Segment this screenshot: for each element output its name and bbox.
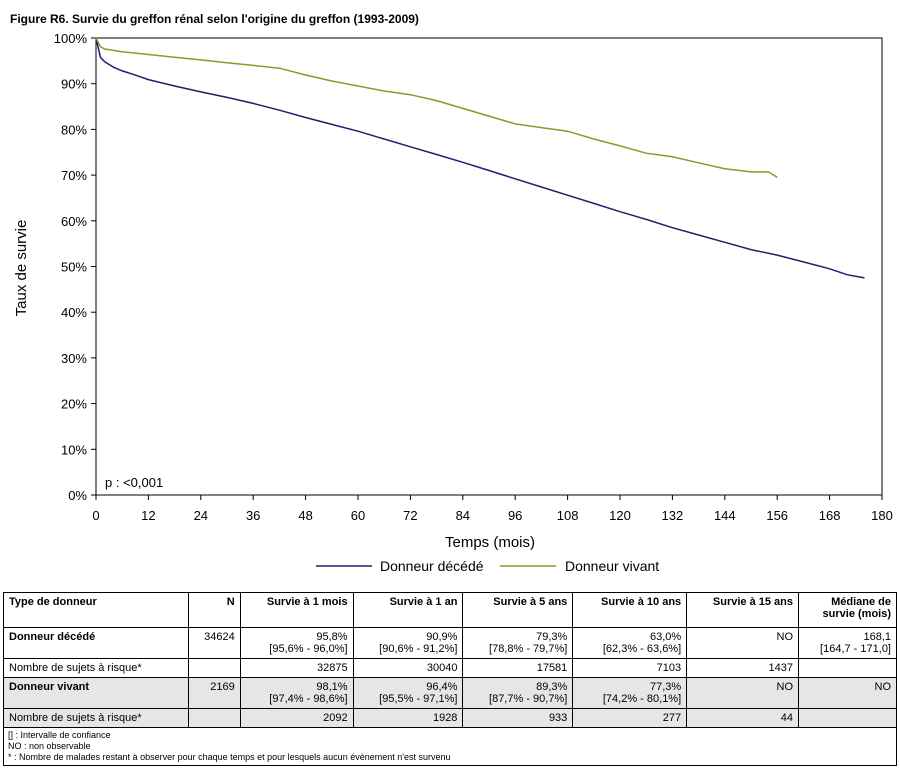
y-axis: 0% 10% 20% 30% 40% 50% 60% 70% 80% 90% 100% xyxy=(54,31,96,503)
survival-chart: 0% 10% 20% 30% 40% 50% 60% 70% 80% 90% 100% 0 12 24 3… xyxy=(13,31,893,574)
x-tick-label: 120 xyxy=(609,508,631,523)
y-tick-label: 20% xyxy=(61,397,87,412)
x-tick-label: 60 xyxy=(351,508,365,523)
cell-median: NO xyxy=(798,677,897,709)
cell-15-years: 1437 xyxy=(686,658,800,678)
cell-n xyxy=(187,708,241,728)
y-axis-label: Taux de survie xyxy=(13,220,30,317)
table-header-row: Type de donneur N Survie à 1 mois Survie… xyxy=(3,592,897,628)
cell-n: 34624 xyxy=(187,627,241,659)
header-type: Type de donneur xyxy=(3,592,189,628)
y-tick-label: 50% xyxy=(61,260,87,275)
header-5-years: Survie à 5 ans xyxy=(462,592,574,628)
cell-median xyxy=(798,658,897,678)
cell-10-years: 277 xyxy=(572,708,688,728)
x-axis-label: Temps (mois) xyxy=(445,534,535,551)
cell-5-years: 79,3% [78,8% - 79,7%] xyxy=(462,627,574,659)
y-tick-label: 10% xyxy=(61,442,87,457)
header-1-month: Survie à 1 mois xyxy=(239,592,354,628)
cell-n xyxy=(187,658,241,678)
x-axis: 0 12 24 36 48 60 72 84 96 108 120 132 144 156 168 180 xyxy=(92,495,893,523)
cell-1-month: 32875 xyxy=(239,658,354,678)
row-type: Nombre de sujets à risque* xyxy=(3,708,189,728)
x-tick-label: 108 xyxy=(557,508,579,523)
cell-10-years: 63,0% [62,3% - 63,6%] xyxy=(572,627,688,659)
x-tick-label: 24 xyxy=(194,508,208,523)
header-10-years: Survie à 10 ans xyxy=(572,592,688,628)
x-tick-label: 156 xyxy=(766,508,788,523)
cell-median xyxy=(798,708,897,728)
legend-label-living: Donneur vivant xyxy=(565,558,659,574)
x-tick-label: 96 xyxy=(508,508,522,523)
series-lines xyxy=(95,37,865,279)
cell-1-year: 90,9% [90,6% - 91,2%] xyxy=(352,627,464,659)
row-type: Donneur décédé xyxy=(3,627,189,659)
footnote: * : Nombre de malades restant à observer… xyxy=(8,752,451,762)
survival-table: Type de donneur N Survie à 1 mois Survie… xyxy=(3,592,897,766)
cell-5-years: 89,3% [87,7% - 90,7%] xyxy=(462,677,574,709)
table-row: Nombre de sujets à risque* 32875 30040 1… xyxy=(3,658,897,678)
header-15-years: Survie à 15 ans xyxy=(686,592,800,628)
x-tick-label: 168 xyxy=(819,508,841,523)
y-tick-label: 80% xyxy=(61,122,87,137)
y-tick-label: 0% xyxy=(68,488,87,503)
cell-1-month: 2092 xyxy=(239,708,354,728)
table-row: Donneur décédé 34624 95,8% [95,6% - 96,0%… xyxy=(3,627,897,659)
table-row: Nombre de sujets à risque* 2092 1928 933… xyxy=(3,708,897,728)
y-tick-label: 90% xyxy=(61,77,87,92)
plot-frame xyxy=(95,37,883,496)
x-tick-label: 12 xyxy=(141,508,155,523)
footnote: [] : Intervalle de confiance xyxy=(8,730,111,740)
series-line-deceased xyxy=(95,37,865,279)
legend: Donneur décédé Donneur vivant xyxy=(316,558,659,574)
cell-15-years: 44 xyxy=(686,708,800,728)
cell-15-years: NO xyxy=(686,677,800,709)
cell-1-year: 1928 xyxy=(352,708,464,728)
footnote: NO : non observable xyxy=(8,741,91,751)
x-tick-label: 48 xyxy=(298,508,312,523)
table-row: Donneur vivant 2169 98,1% [97,4% - 98,6%]… xyxy=(3,677,897,709)
table-footnotes-row: [] : Intervalle de confiance NO : non ob… xyxy=(3,727,897,766)
cell-median: 168,1 [164,7 - 171,0] xyxy=(798,627,897,659)
x-tick-label: 132 xyxy=(662,508,684,523)
x-tick-label: 84 xyxy=(456,508,470,523)
y-tick-label: 60% xyxy=(61,214,87,229)
x-tick-label: 72 xyxy=(403,508,417,523)
cell-5-years: 933 xyxy=(462,708,574,728)
row-type: Nombre de sujets à risque* xyxy=(3,658,189,678)
series-line-living xyxy=(95,37,778,179)
x-tick-label: 180 xyxy=(871,508,893,523)
figure-title: Figure R6. Survie du greffon rénal selon… xyxy=(10,12,419,26)
y-tick-label: 70% xyxy=(61,168,87,183)
table-footnotes: [] : Intervalle de confiance NO : non ob… xyxy=(3,727,897,766)
x-tick-label: 36 xyxy=(246,508,260,523)
cell-1-month: 98,1% [97,4% - 98,6%] xyxy=(239,677,354,709)
row-type: Donneur vivant xyxy=(3,677,189,709)
cell-10-years: 77,3% [74,2% - 80,1%] xyxy=(572,677,688,709)
cell-5-years: 17581 xyxy=(462,658,574,678)
header-n: N xyxy=(187,592,241,628)
cell-1-year: 96,4% [95,5% - 97,1%] xyxy=(352,677,464,709)
x-tick-label: 144 xyxy=(714,508,736,523)
cell-10-years: 7103 xyxy=(572,658,688,678)
header-1-year: Survie à 1 an xyxy=(352,592,464,628)
legend-label-deceased: Donneur décédé xyxy=(380,558,484,574)
cell-15-years: NO xyxy=(686,627,800,659)
y-tick-label: 30% xyxy=(61,351,87,366)
cell-n: 2169 xyxy=(187,677,241,709)
cell-1-year: 30040 xyxy=(352,658,464,678)
y-tick-label: 100% xyxy=(54,31,88,46)
header-median: Médiane de survie (mois) xyxy=(798,592,897,628)
x-tick-label: 0 xyxy=(92,508,99,523)
y-tick-label: 40% xyxy=(61,305,87,320)
p-value-annotation: p : <0,001 xyxy=(105,475,163,490)
cell-1-month: 95,8% [95,6% - 96,0%] xyxy=(239,627,354,659)
